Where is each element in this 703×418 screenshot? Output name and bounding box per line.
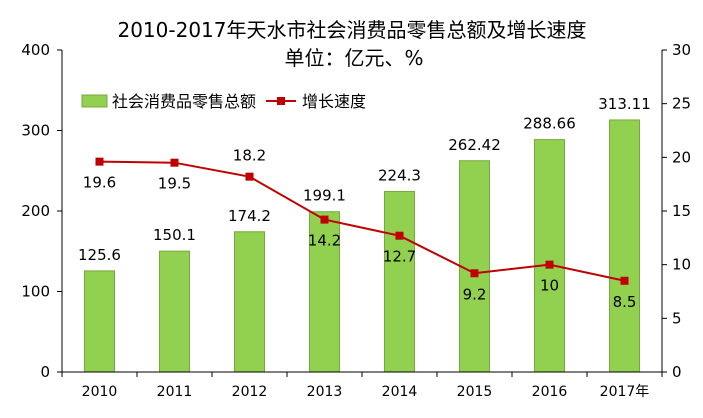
retail-sales-value-label: 125.6: [78, 246, 121, 264]
x-axis-category-label: 2017年: [600, 384, 650, 400]
growth-rate-point: [245, 172, 254, 181]
growth-rate-point: [395, 231, 404, 240]
retail-sales-value-label: 313.11: [598, 95, 651, 113]
left-axis-tick-label: 100: [21, 283, 50, 301]
retail-sales-bar: [609, 119, 640, 373]
right-axis-tick-label: 5: [672, 309, 682, 327]
left-axis-tick-label: 0: [40, 363, 50, 381]
bar-series: [84, 119, 640, 373]
right-axis-tick-label: 15: [672, 202, 691, 220]
x-axis-category-label: 2013: [307, 384, 343, 400]
x-axis-category-label: 2016: [532, 384, 568, 400]
chart-title: 2010-2017年天水市社会消费品零售总额及增长速度: [117, 18, 586, 42]
retail-sales-value-label: 288.66: [523, 115, 576, 133]
growth-rate-value-label: 14.2: [308, 232, 341, 250]
right-axis-tick-label: 20: [672, 148, 691, 166]
right-axis-tick-label: 10: [672, 256, 691, 274]
axis-ticks: 0 100 200 300 400 0 5 10 15 20 25 30 2010 2011 2012 201…: [21, 41, 691, 400]
legend-bar-swatch: [81, 94, 108, 108]
growth-rate-value-label: 10: [540, 277, 559, 295]
growth-rate-value-label: 19.5: [158, 175, 191, 193]
retail-sales-bar: [534, 139, 565, 373]
retail-sales-value-label: 224.3: [378, 166, 421, 184]
retail-sales-bar: [384, 190, 415, 373]
growth-rate-line: [99, 160, 625, 282]
legend-line-marker: [277, 97, 285, 105]
left-axis-tick-label: 400: [21, 41, 50, 59]
x-axis-category-label: 2015: [457, 384, 493, 400]
x-axis-category-label: 2012: [232, 384, 268, 400]
retail-sales-value-label: 150.1: [153, 226, 196, 244]
legend: 社会消费品零售总额 增长速度: [81, 92, 366, 111]
growth-rate-point: [320, 215, 329, 224]
growth-rate-value-label: 12.7: [383, 248, 416, 266]
x-axis-category-label: 2011: [157, 384, 193, 400]
retail-sales-value-label: 199.1: [303, 187, 346, 205]
retail-sales-bar: [84, 270, 115, 373]
left-axis-tick-label: 300: [21, 122, 50, 140]
left-axis-tick-label: 200: [21, 202, 50, 220]
growth-rate-point: [470, 269, 479, 278]
legend-bar-label: 社会消费品零售总额: [112, 92, 256, 111]
right-axis-tick-label: 30: [672, 41, 691, 59]
data-labels: 125.6 150.1 174.2 199.1 224.3 262.42 288.66 313…: [78, 95, 651, 311]
x-axis-category-label: 2010: [82, 384, 118, 400]
retail-sales-bar: [159, 250, 190, 373]
right-axis-tick-label: 0: [672, 363, 682, 381]
growth-rate-value-label: 18.2: [233, 147, 266, 165]
growth-rate-value-label: 9.2: [463, 285, 487, 303]
right-axis-tick-label: 25: [672, 95, 691, 113]
retail-sales-value-label: 262.42: [448, 136, 501, 154]
growth-rate-point: [545, 260, 554, 269]
growth-rate-value-label: 8.5: [613, 293, 637, 311]
legend-line-label: 增长速度: [302, 92, 366, 111]
growth-rate-point: [170, 158, 179, 167]
retail-sales-value-label: 174.2: [228, 207, 271, 225]
x-axis-category-label: 2014: [382, 384, 418, 400]
line-series: [95, 157, 629, 285]
chart-subtitle: 单位：亿元、%: [284, 46, 423, 70]
growth-rate-point: [95, 157, 104, 166]
retail-sales-bar: [459, 160, 490, 373]
retail-sales-bar: [234, 231, 265, 373]
growth-rate-point: [620, 276, 629, 285]
growth-rate-value-label: 19.6: [83, 174, 116, 192]
